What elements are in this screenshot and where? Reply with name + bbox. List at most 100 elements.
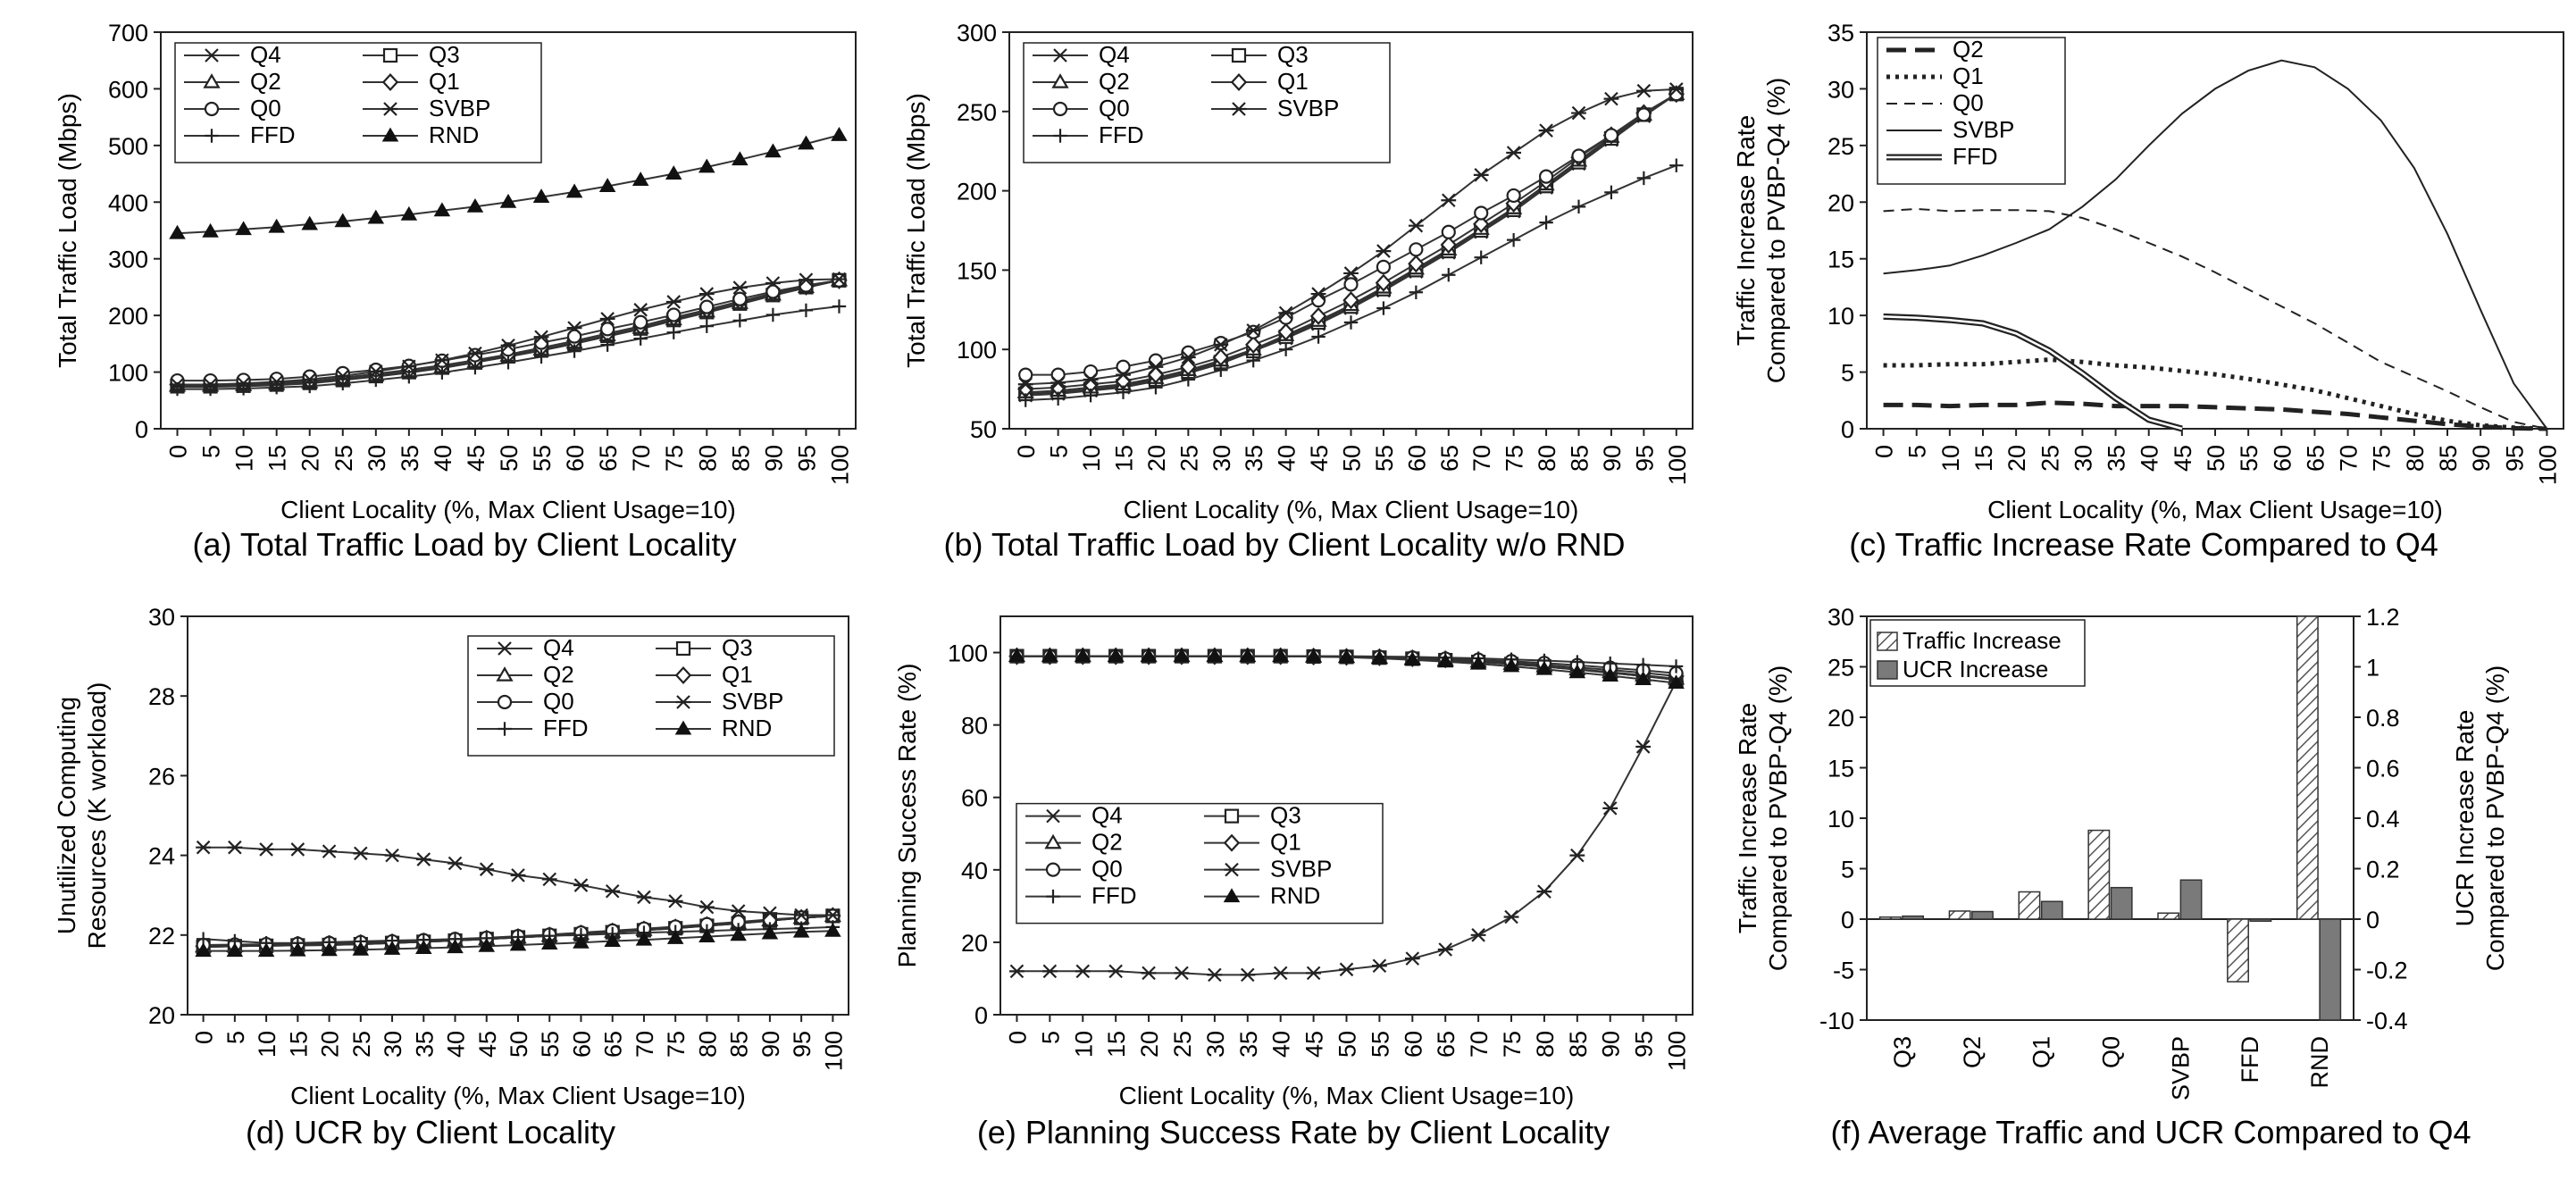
y-tick-label: 20 xyxy=(1827,705,1854,732)
x-tick-label: 65 xyxy=(1433,1031,1459,1058)
series-svbp-point xyxy=(1306,966,1321,981)
series-rnd-point xyxy=(565,183,583,198)
series-ffd-point xyxy=(1376,301,1391,315)
x-tick-label: 100 xyxy=(1664,1031,1691,1071)
legend-entry-q4-marker xyxy=(498,641,512,656)
series-svbp-point xyxy=(599,312,615,326)
series-rnd-point xyxy=(1272,648,1289,663)
series-q0-point xyxy=(765,284,781,299)
x-tick-label: 70 xyxy=(628,445,655,472)
series-rnd-point xyxy=(226,942,244,958)
series-svbp-point xyxy=(1536,884,1552,899)
x-tick-label: 15 xyxy=(264,445,291,472)
series-ffd-point xyxy=(799,303,814,318)
series-svbp-point xyxy=(1339,962,1354,977)
y-tick-label: 250 xyxy=(957,99,997,126)
series-svbp-point xyxy=(1213,338,1229,352)
series-svbp-point xyxy=(1376,244,1392,258)
series-rnd-point xyxy=(666,929,684,944)
y-tick-label: 600 xyxy=(108,76,148,103)
legend-entry-q4-marker xyxy=(1053,48,1067,63)
y-tick-label: 300 xyxy=(108,247,148,273)
legend-entry-svbp-marker xyxy=(1231,102,1247,116)
y-tick-label: 30 xyxy=(1827,604,1854,631)
series-rnd-point xyxy=(1338,648,1355,664)
y-axis-label: Planning Success Rate (%) xyxy=(893,664,921,968)
series-q0-point xyxy=(566,329,582,344)
series-rnd-point xyxy=(499,193,517,208)
y-tick-label: 500 xyxy=(108,133,148,160)
y-tick-label: 20 xyxy=(961,930,988,957)
series-rnd-point xyxy=(1008,648,1025,663)
legend-entry-ffd-label: FFD xyxy=(1953,143,1998,170)
legend-entry-ffd-label: FFD xyxy=(250,121,296,148)
series-svbp-point xyxy=(832,272,847,287)
x-tick-label: 0 xyxy=(165,445,192,458)
bar-ucr-ffd xyxy=(2249,918,2272,923)
bar-ucr-rnd xyxy=(2319,918,2342,1021)
y-tick-label: 15 xyxy=(1827,247,1854,273)
series-rnd-point xyxy=(1568,664,1586,679)
y-tick-label: 25 xyxy=(1827,655,1854,682)
series-svbp-point xyxy=(667,894,683,908)
series-svbp-point xyxy=(434,353,450,368)
series-rnd-point xyxy=(730,926,747,941)
x-tick-label: 75 xyxy=(1499,1031,1526,1058)
x-tick-label: 80 xyxy=(694,445,721,472)
series-q1-line xyxy=(1883,357,2547,431)
legend-entry-q3-label: Q3 xyxy=(722,634,753,661)
series-rnd-point xyxy=(1140,648,1158,663)
x-tick-label: 15 xyxy=(1970,445,1997,472)
series-ffd-point xyxy=(303,379,317,394)
series-q0-point xyxy=(1603,128,1619,143)
series-svbp-point xyxy=(1473,168,1489,182)
series-q1-point xyxy=(1440,235,1457,255)
legend: Q4 Q3 Q2 Q1 Q0 SVBP FFD xyxy=(1023,41,1391,163)
series-svbp-point xyxy=(541,872,557,887)
series-rnd-point xyxy=(367,209,385,224)
series-rnd-point xyxy=(698,158,715,173)
legend-entry-q2-label: Q2 xyxy=(1099,68,1130,95)
legend-entry-rnd-marker xyxy=(674,720,692,735)
x-tick-label: 95 xyxy=(1631,445,1658,472)
legend-box xyxy=(1016,802,1384,924)
series-svbp-point xyxy=(793,908,809,923)
series-rnd-point xyxy=(415,940,432,954)
x-tick-label: 0 xyxy=(191,1031,218,1044)
series-rnd-point xyxy=(765,143,782,158)
series-rnd-point xyxy=(1535,660,1553,675)
x-tick-label: 5 xyxy=(1046,445,1073,458)
x-tick-label: 90 xyxy=(2468,445,2495,472)
series-ffd-point xyxy=(1409,285,1424,299)
series-q0-point xyxy=(633,314,648,330)
series-svbp-point xyxy=(765,276,781,290)
series-svbp-point xyxy=(415,852,431,866)
series-ffd-point xyxy=(1116,385,1131,399)
series-ffd-point xyxy=(1149,381,1163,395)
series-rnd-point xyxy=(352,941,370,956)
y-tick-label: 10 xyxy=(1827,806,1854,832)
category-label: Q0 xyxy=(2098,1036,2125,1068)
series-svbp-point xyxy=(533,330,549,345)
x-tick-label: 20 xyxy=(297,445,324,472)
legend-entry-q1-label: Q1 xyxy=(722,661,753,688)
series-ffd-point xyxy=(832,299,847,314)
series-svbp-point xyxy=(467,346,483,361)
x-tick-label: 100 xyxy=(826,445,853,485)
y-tick-label: 24 xyxy=(148,843,175,870)
legend-entry-q0-label: Q0 xyxy=(1099,95,1130,121)
legend-entry-q3-label: Q3 xyxy=(1277,41,1309,68)
series-svbp-point xyxy=(258,842,274,857)
series-rnd-point xyxy=(1436,653,1454,668)
y2-axis-label: UCR Increase Rate Compared to PVBP-Q4 (%) xyxy=(2451,665,2509,971)
series-ffd-point xyxy=(170,381,185,397)
x-tick-label: 80 xyxy=(1534,445,1560,472)
y-axis-label-line: Resources (K workload) xyxy=(83,682,111,950)
x-axis-label: Client Locality (%, Max Client Usage=10) xyxy=(1119,1082,1575,1109)
series-rnd-point xyxy=(289,941,306,957)
series-rnd-point xyxy=(698,928,715,943)
series-svbp-point xyxy=(1603,91,1619,106)
y-axis-label: Total Traffic Load (Mbps) xyxy=(54,93,81,368)
